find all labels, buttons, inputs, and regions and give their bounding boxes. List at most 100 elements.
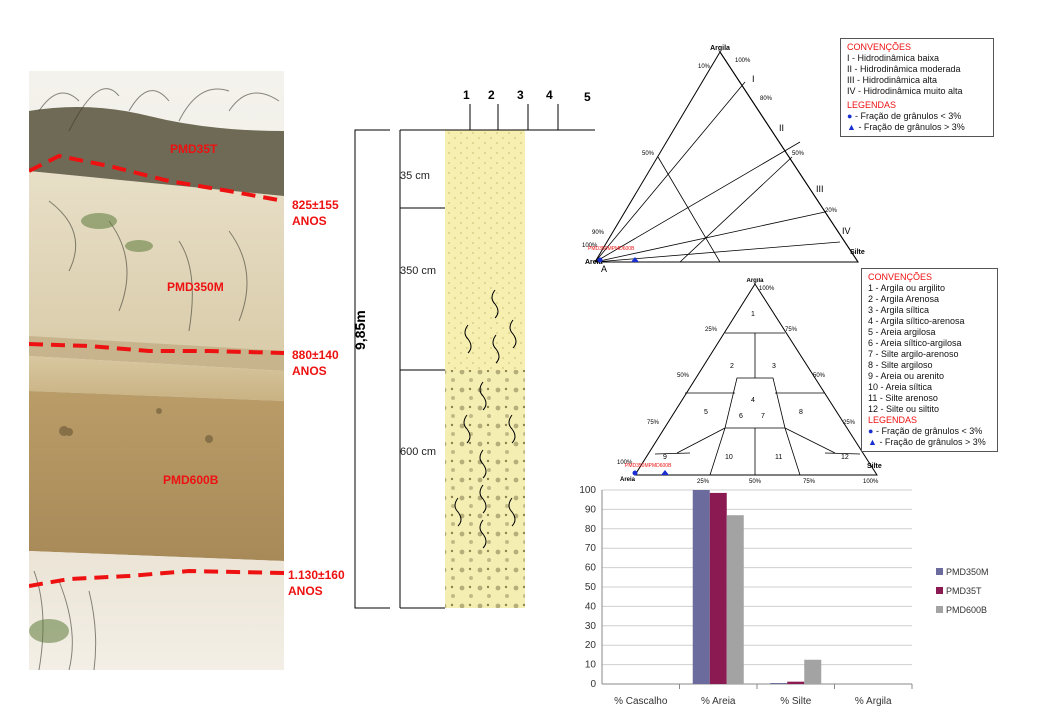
legend-text: - Fração de grânulos > 3% xyxy=(879,437,986,447)
tick-label: 50% xyxy=(792,151,805,157)
legend-item: 12 - Silte ou siltito xyxy=(868,404,940,414)
legend-item-triangle: ▲ - Fração de grânulos > 3% xyxy=(847,122,987,133)
tick-label: 100% xyxy=(759,286,775,292)
apex-label-silte: Silte xyxy=(867,463,882,470)
y-tick-label: 100 xyxy=(579,485,596,496)
age-label-3: 1.130±160 ANOS xyxy=(288,567,345,599)
tick-label: 50% xyxy=(813,373,826,379)
points-label: PMD350MPMD600B xyxy=(588,246,635,252)
grain-scale-5: 5 xyxy=(584,90,591,104)
layer-thickness-1: 35 cm xyxy=(400,170,430,182)
ternary-diagram-shepard: Argila Areia Silte 1 2 3 4 5 6 7 8 9 10 … xyxy=(617,278,882,485)
layer-thickness-2: 350 cm xyxy=(400,265,437,277)
legend-swatch xyxy=(936,587,943,594)
apex-label-silte: Silte xyxy=(850,249,865,256)
legend-subtitle: LEGENDAS xyxy=(868,415,918,425)
sample-label-pmd35t: PMD35T xyxy=(170,142,218,156)
bar-pmd600b-2 xyxy=(804,659,822,684)
y-tick-label: 30 xyxy=(585,621,597,632)
stratigraphic-column xyxy=(354,104,595,609)
tick-label: 25% xyxy=(705,327,718,333)
bar-pmd600b-1 xyxy=(726,515,744,684)
corner-label: A xyxy=(601,264,607,272)
sample-label-pmd600b: PMD600B xyxy=(163,473,219,487)
tick-label: 100% xyxy=(617,460,633,466)
age-label-2: 880±140 ANOS xyxy=(292,347,339,379)
legend-label: PMD350M xyxy=(946,567,989,577)
age-label-1: 825±155 ANOS xyxy=(292,197,339,229)
legend-item: 1 - Argila ou argilito xyxy=(868,283,946,293)
field-label: 5 xyxy=(704,409,708,416)
tick-label: 50% xyxy=(749,479,762,485)
legend-item-triangle: ▲ - Fração de grânulos > 3% xyxy=(868,437,991,448)
field-label: 1 xyxy=(751,311,755,318)
tick-label: 80% xyxy=(760,96,773,102)
field-label: 9 xyxy=(663,454,667,461)
legend-text: - Fração de grânulos > 3% xyxy=(858,122,965,132)
ternary-diagram-hydrodynamic: Argila Areia Silte A I II III IV 10% 50%… xyxy=(582,45,865,272)
legend-box-shepard: CONVENÇÕES 1 - Argila ou argilito 2 - Ar… xyxy=(861,268,998,452)
tick-label: 90% xyxy=(592,230,605,236)
x-tick-label: % Areia xyxy=(701,696,736,707)
legend-item: 5 - Areia argilosa xyxy=(868,327,936,337)
legend-swatch xyxy=(936,568,943,575)
data-point xyxy=(632,470,638,476)
tick-label: 75% xyxy=(803,479,816,485)
bar-pmd35t-2 xyxy=(787,681,805,684)
total-thickness-label: 9,85m xyxy=(352,310,368,350)
y-tick-label: 70 xyxy=(585,543,597,554)
zone-label-iii: III xyxy=(816,184,824,194)
field-label: 2 xyxy=(730,363,734,370)
age-value: 825±155 xyxy=(292,198,339,212)
legend-title: CONVENÇÕES xyxy=(847,42,912,52)
y-tick-label: 60 xyxy=(585,563,597,574)
legend-text: - Fração de grânulos < 3% xyxy=(854,111,962,121)
data-point xyxy=(631,257,639,262)
zone-label-ii: II xyxy=(779,123,784,133)
bar-pmd35t-1 xyxy=(709,492,727,684)
field-label: 6 xyxy=(739,413,743,420)
outcrop-photo xyxy=(29,71,284,670)
tick-label: 75% xyxy=(647,420,660,426)
field-label: 3 xyxy=(772,363,776,370)
age-unit: ANOS xyxy=(288,584,323,598)
tick-label: 75% xyxy=(785,327,798,333)
grain-scale-3: 3 xyxy=(517,88,524,102)
field-label: 11 xyxy=(775,454,782,461)
circle-marker-icon: ● xyxy=(847,111,853,121)
grain-size-bar-chart: 0 10 20 30 40 50 60 70 80 90 100 % Cascalho % Areia… xyxy=(579,485,989,707)
grain-scale-2: 2 xyxy=(488,88,495,102)
legend-label: PMD600B xyxy=(946,605,987,615)
legend-item-circle: ● - Fração de grânulos < 3% xyxy=(847,111,987,122)
legend-subtitle: LEGENDAS xyxy=(847,100,897,110)
tick-label: 100% xyxy=(735,58,751,64)
field-label: 10 xyxy=(725,454,733,461)
legend-swatch xyxy=(936,606,943,613)
points-label: PMD350MPMD600B xyxy=(625,463,672,469)
legend-item: 9 - Areia ou arenito xyxy=(868,371,945,381)
apex-label-areia: Areia xyxy=(620,477,636,483)
age-unit: ANOS xyxy=(292,214,327,228)
tick-label: 25% xyxy=(697,479,710,485)
legend-item: 7 - Silte argilo-arenoso xyxy=(868,349,959,359)
legend-title: CONVENÇÕES xyxy=(868,272,933,282)
triangle-marker-icon: ▲ xyxy=(847,122,856,132)
y-tick-label: 80 xyxy=(585,524,597,535)
layer-thickness-3: 600 cm xyxy=(400,446,437,458)
zone-label-i: I xyxy=(752,74,755,84)
data-point xyxy=(661,470,669,475)
grain-scale-1: 1 xyxy=(463,88,470,102)
bar-pmd350m-2 xyxy=(770,683,788,684)
legend-item: 4 - Argila síltico-arenosa xyxy=(868,316,965,326)
field-label: 12 xyxy=(841,454,849,461)
legend-item: 10 - Areia síltica xyxy=(868,382,933,392)
legend-text: - Fração de grânulos < 3% xyxy=(875,426,983,436)
y-tick-label: 10 xyxy=(585,660,597,671)
x-tick-label: % Cascalho xyxy=(614,696,668,707)
age-unit: ANOS xyxy=(292,364,327,378)
tick-label: 10% xyxy=(698,64,711,70)
legend-item: I - Hidrodinâmica baixa xyxy=(847,53,940,63)
triangle-marker-icon: ▲ xyxy=(868,437,877,447)
circle-marker-icon: ● xyxy=(868,426,874,436)
tick-label: 100% xyxy=(863,479,879,485)
